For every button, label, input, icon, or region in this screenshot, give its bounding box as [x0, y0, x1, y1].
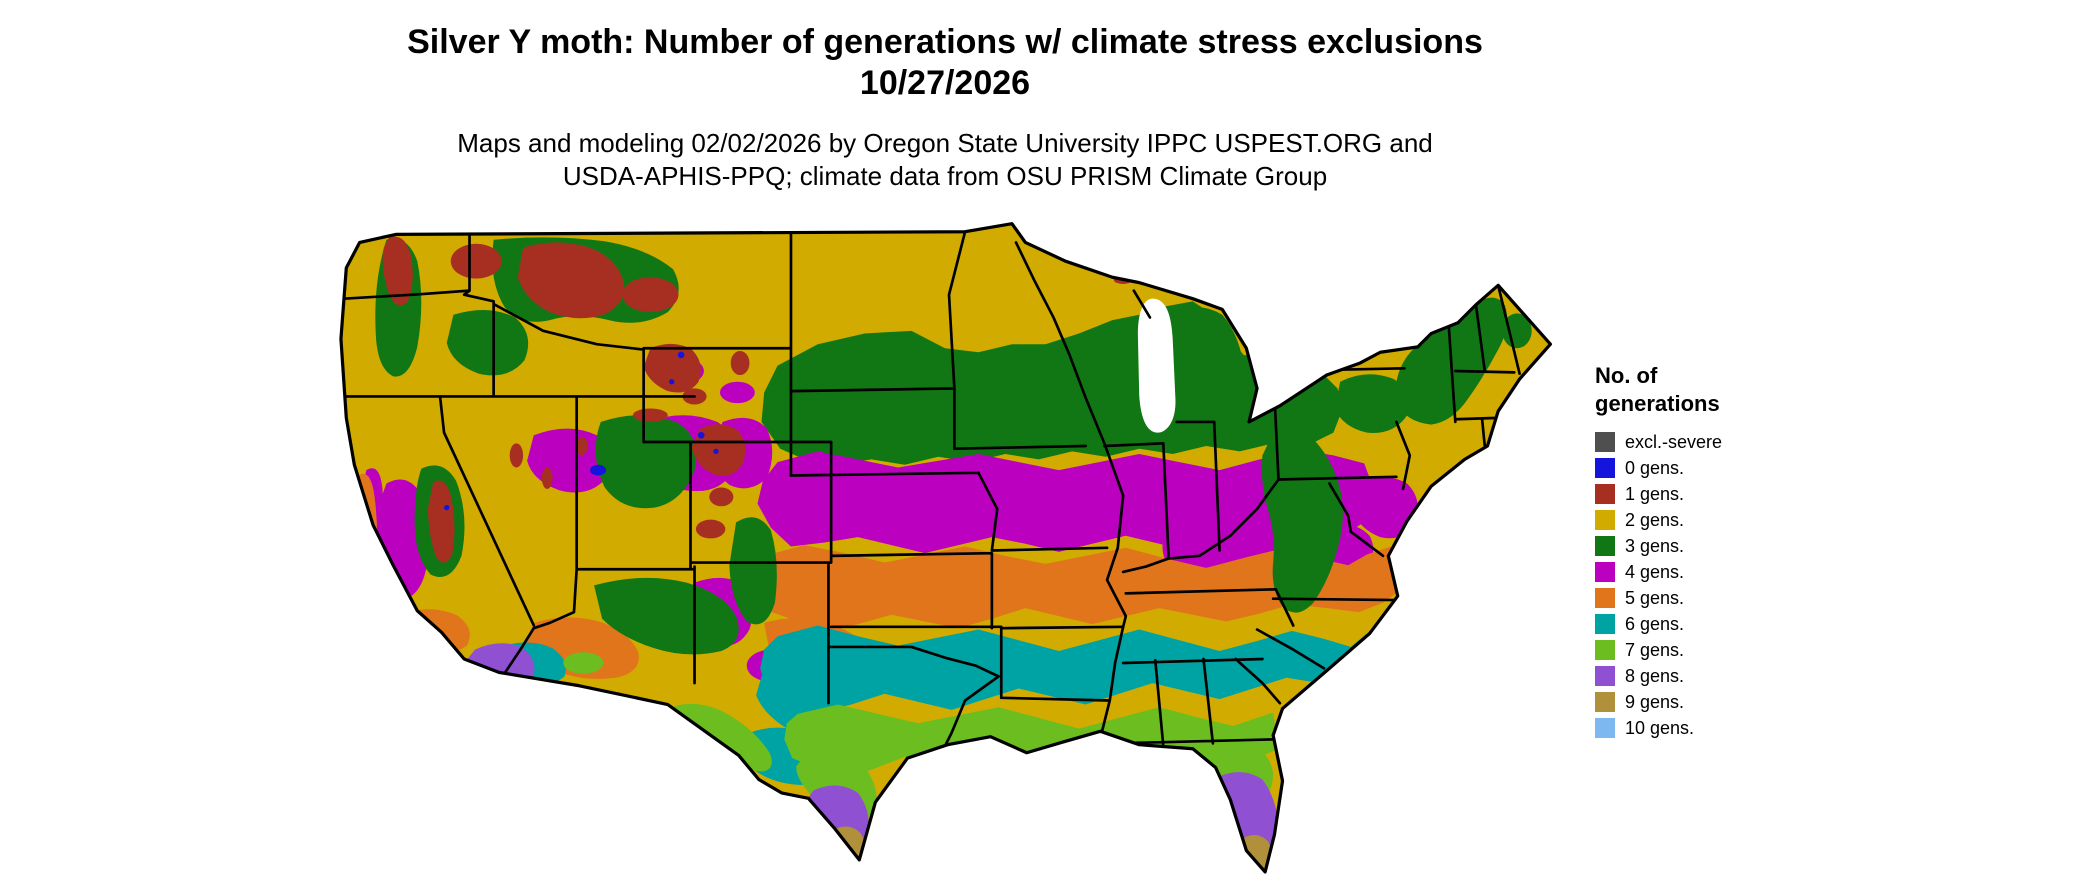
legend-item: 6 gens. [1595, 611, 1875, 637]
legend-item: 10 gens. [1595, 715, 1875, 741]
legend-label: 2 gens. [1625, 509, 1685, 530]
legend-label: 6 gens. [1625, 613, 1685, 634]
map-regions [340, 223, 1551, 872]
us-map-svg [339, 222, 1553, 874]
legend-item: 5 gens. [1595, 585, 1875, 611]
legend-label: 0 gens. [1625, 457, 1685, 478]
legend-item: 1 gens. [1595, 481, 1875, 507]
legend-label: 9 gens. [1625, 691, 1685, 712]
legend-swatch-0-gens [1595, 458, 1615, 478]
legend-swatch-5-gens [1595, 588, 1615, 608]
legend-title-line1: No. of [1595, 363, 1658, 388]
legend-swatch-1-gens [1595, 484, 1615, 504]
legend-swatch-3-gens [1595, 536, 1615, 556]
legend-label: excl.-severe [1625, 431, 1723, 452]
legend-swatch-2-gens [1595, 510, 1615, 530]
legend-label: 5 gens. [1625, 587, 1685, 608]
legend-label: 4 gens. [1625, 561, 1685, 582]
subtitle-line2: USDA-APHIS-PPQ; climate data from OSU PR… [562, 161, 1328, 192]
state-borders [340, 230, 1521, 756]
legend-swatch-7-gens [1595, 640, 1615, 660]
legend-title-line2: generations [1595, 390, 1720, 416]
legend-label: 8 gens. [1625, 665, 1685, 686]
title-block: Silver Y moth: Number of generations w/ … [0, 22, 1890, 193]
legend-swatch-4-gens [1595, 562, 1615, 582]
legend-label: 10 gens. [1625, 717, 1695, 738]
legend: No. of generations excl.-severe 0 gens. … [1595, 362, 1875, 741]
legend-swatch-10-gens [1595, 718, 1615, 738]
legend-label: 1 gens. [1625, 483, 1685, 504]
legend-swatch-6-gens [1595, 614, 1615, 634]
legend-swatch-excl-severe [1595, 432, 1615, 452]
legend-swatch-8-gens [1595, 666, 1615, 686]
legend-item: 8 gens. [1595, 663, 1875, 689]
subtitle-block: Maps and modeling 02/02/2026 by Oregon S… [0, 127, 1890, 194]
legend-item: 4 gens. [1595, 559, 1875, 585]
legend-swatch-9-gens [1595, 692, 1615, 712]
legend-item: excl.-severe [1595, 429, 1875, 455]
legend-item: 7 gens. [1595, 637, 1875, 663]
lake-michigan [1137, 298, 1176, 433]
legend-item: 9 gens. [1595, 689, 1875, 715]
legend-item: 3 gens. [1595, 533, 1875, 559]
legend-item: 0 gens. [1595, 455, 1875, 481]
legend-item: 2 gens. [1595, 507, 1875, 533]
us-generations-map [335, 221, 1555, 884]
legend-label: 7 gens. [1625, 639, 1685, 660]
legend-title: No. of generations [1595, 362, 1875, 417]
legend-label: 3 gens. [1625, 535, 1685, 556]
subtitle-line1: Maps and modeling 02/02/2026 by Oregon S… [457, 127, 1433, 158]
us-outline [339, 222, 1553, 874]
page-title-line2: 10/27/2026 [859, 64, 1031, 103]
page-title-line1: Silver Y moth: Number of generations w/ … [407, 23, 1483, 61]
